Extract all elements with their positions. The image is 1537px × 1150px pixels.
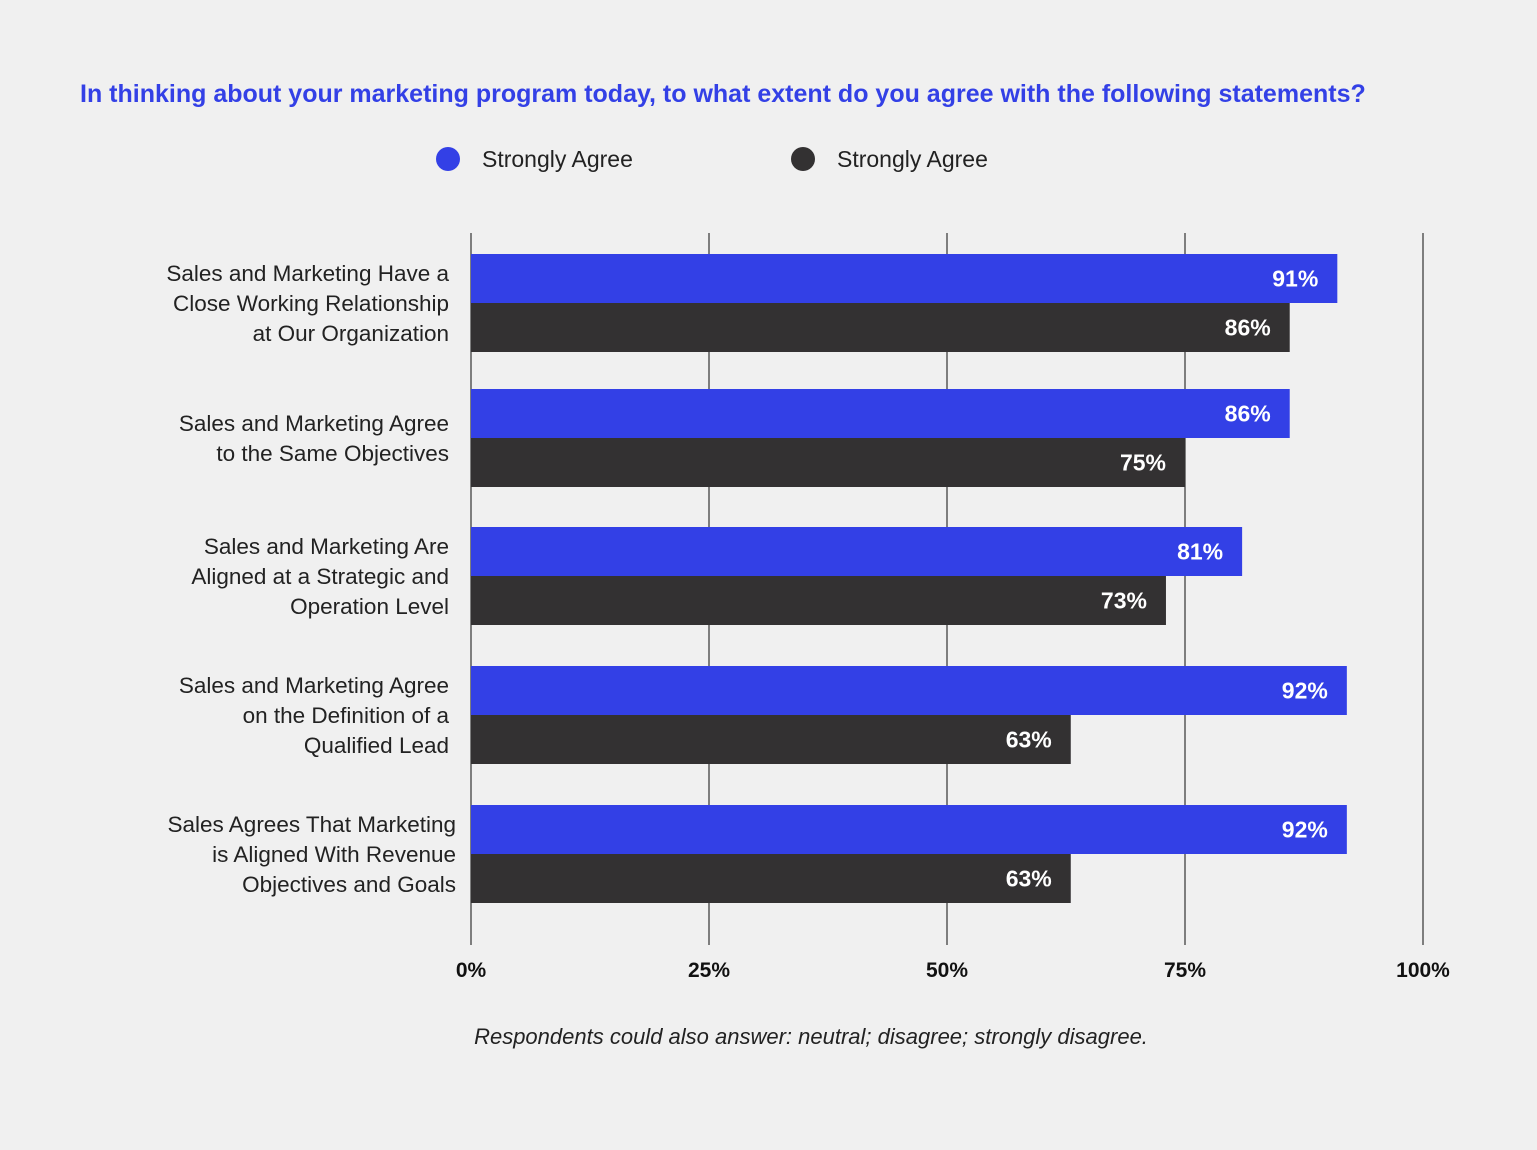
category-label-2-line-2: to the Same Objectives [216,441,449,466]
x-tick-label-75: 75% [1164,959,1206,982]
x-tick-label-50: 50% [926,959,968,982]
category-label-5-line-2: is Aligned With Revenue [212,842,456,867]
x-axis-ticks: 0% 25% 50% 75% 100% [456,959,1450,982]
category-label-4-line-2: on the Definition of a [243,703,450,728]
legend-label-1: Strongly Agree [482,146,633,172]
bar-5-series-2 [471,854,1071,903]
bar-label-4-series-1: 92% [1282,678,1328,704]
bar-1-series-2 [471,303,1290,352]
bar-3-series-2 [471,576,1166,625]
chart-title: In thinking about your marketing program… [80,80,1366,108]
bar-label-5-series-1: 92% [1282,817,1328,843]
footnote: Respondents could also answer: neutral; … [474,1024,1148,1049]
category-label-1: Sales and Marketing Have a Close Working … [166,261,449,346]
x-tick-label-100: 100% [1396,959,1450,982]
category-label-5-line-3: Objectives and Goals [242,872,456,897]
category-label-3-line-3: Operation Level [290,594,449,619]
bar-3-series-1 [471,527,1243,576]
category-labels: Sales and Marketing Have a Close Working … [166,261,456,897]
category-label-3-line-2: Aligned at a Strategic and [191,564,449,589]
bar-label-4-series-2: 63% [1006,727,1052,753]
bar-label-5-series-2: 63% [1006,866,1052,892]
category-label-5-line-1: Sales Agrees That Marketing [168,812,457,837]
bar-label-1-series-1: 91% [1272,266,1318,292]
category-label-1-line-1: Sales and Marketing Have a [166,261,449,286]
bar-1-series-1 [471,254,1338,303]
legend-swatch-1 [436,147,460,171]
bar-2-series-2 [471,438,1185,487]
bar-label-3-series-1: 81% [1177,539,1223,565]
x-tick-label-25: 25% [688,959,730,982]
bars: 91%86%86%75%81%73%92%63%92%63% [471,254,1347,903]
legend-label-2: Strongly Agree [837,146,988,172]
x-tick-label-0: 0% [456,959,487,982]
bar-4-series-1 [471,666,1347,715]
legend: Strongly Agree Strongly Agree [436,146,988,172]
category-label-2-line-1: Sales and Marketing Agree [179,411,449,436]
legend-swatch-2 [791,147,815,171]
category-label-1-line-2: Close Working Relationship [173,291,449,316]
bar-label-1-series-2: 86% [1225,315,1271,341]
bar-2-series-1 [471,389,1290,438]
bar-4-series-2 [471,715,1071,764]
category-label-5: Sales Agrees That Marketing is Aligned Wi… [168,812,457,897]
category-label-4-line-1: Sales and Marketing Agree [179,673,449,698]
category-label-1-line-3: at Our Organization [253,321,449,346]
bar-label-2-series-2: 75% [1120,450,1166,476]
bar-5-series-1 [471,805,1347,854]
category-label-3-line-1: Sales and Marketing Are [204,534,449,559]
category-label-2: Sales and Marketing Agree to the Same Obj… [179,411,449,466]
bar-label-2-series-1: 86% [1225,401,1271,427]
category-label-3: Sales and Marketing Are Aligned at a Stra… [191,534,449,619]
category-label-4-line-3: Qualified Lead [304,733,449,758]
bar-label-3-series-2: 73% [1101,588,1147,614]
category-label-4: Sales and Marketing Agree on the Definiti… [179,673,450,758]
